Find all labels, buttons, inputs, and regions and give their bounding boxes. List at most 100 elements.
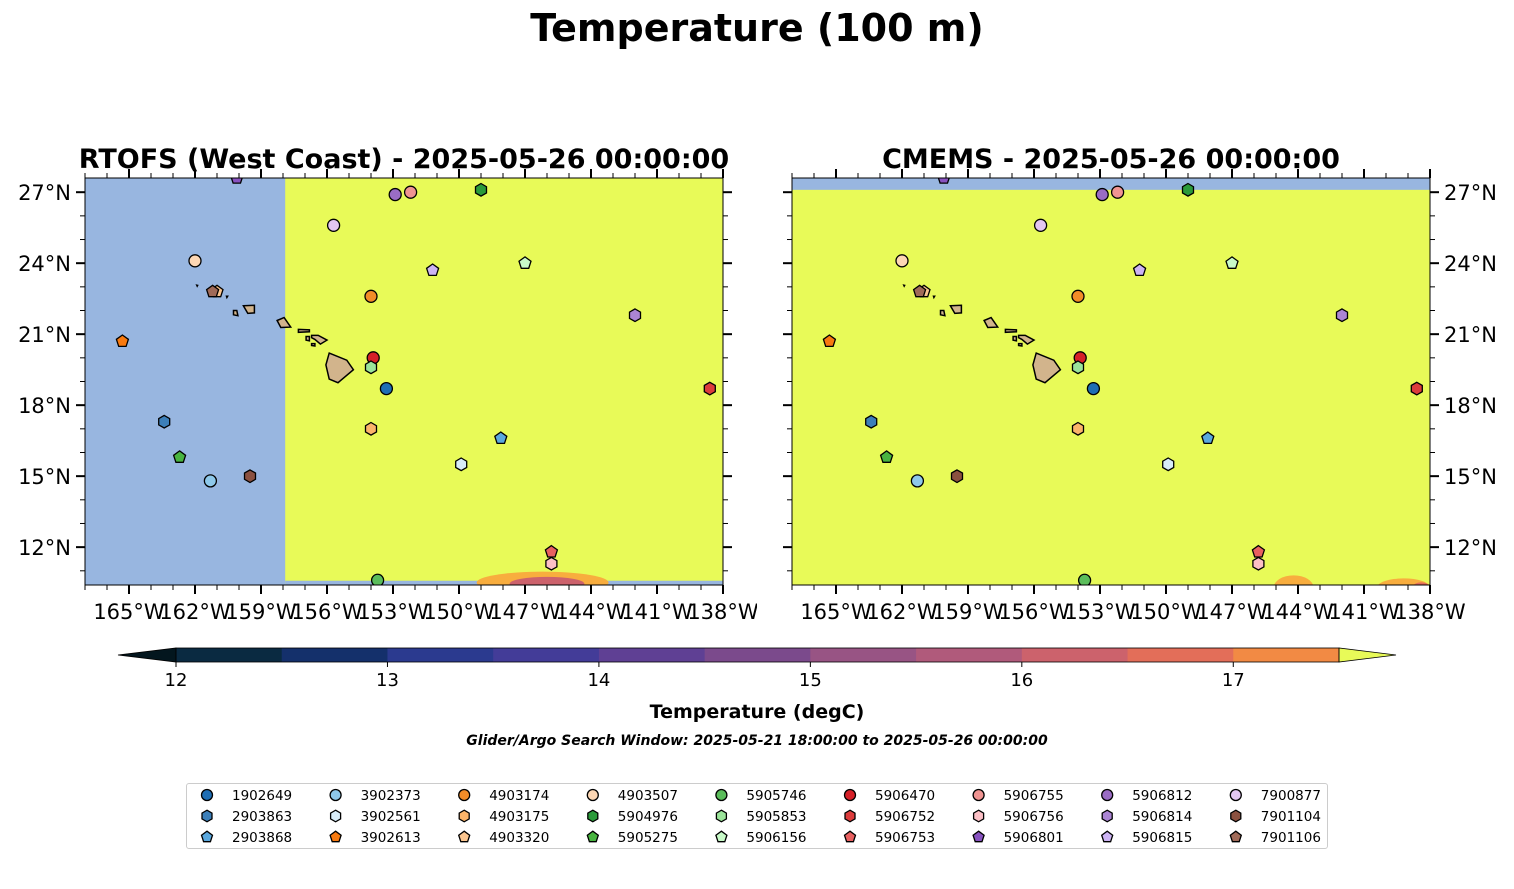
float-marker: 2903868 xyxy=(1201,431,1215,445)
legend-label: 5906814 xyxy=(1132,809,1192,825)
float-marker: 7900877 xyxy=(326,218,341,232)
legend-marker xyxy=(843,830,857,843)
float-marker: 5906156 xyxy=(518,256,532,269)
float-marker: 4903174 xyxy=(364,289,378,303)
float-marker: 4903175 xyxy=(1071,421,1085,436)
warm-patch xyxy=(1378,578,1430,585)
map-area: 1902649390237349031744903507590574659064… xyxy=(792,178,1430,585)
legend-label: 7901104 xyxy=(1261,809,1321,825)
island-landmass xyxy=(1017,334,1036,346)
x-tick-label: 144°W xyxy=(1262,600,1334,624)
temperature-colorbar: 12 13 14 15 16 17 xyxy=(117,647,1397,691)
float-marker: 5905275 xyxy=(879,450,894,463)
legend-label: 5906156 xyxy=(746,830,806,846)
island-landmass xyxy=(325,352,355,384)
x-tick-label: 159°W xyxy=(932,600,1004,624)
colorbar-over-arrow xyxy=(1338,647,1397,663)
float-marker: 3902613 xyxy=(822,334,837,348)
colorbar-segment xyxy=(493,648,600,662)
search-window-note: Glider/Argo Search Window: 2025-05-21 18… xyxy=(466,733,1048,749)
float-marker: 3902373 xyxy=(203,474,218,488)
y-tick-label: 12°N xyxy=(1444,536,1497,560)
legend-marker xyxy=(329,830,342,843)
legend-label: 1902649 xyxy=(232,788,292,804)
island-landmass xyxy=(902,284,906,288)
colorbar-tick-label: 14 xyxy=(587,670,610,691)
legend-marker xyxy=(1100,830,1114,843)
legend-marker xyxy=(843,788,857,802)
island-landmass xyxy=(1012,335,1018,342)
colorbar-segment xyxy=(1127,648,1234,662)
legend-label: 4903174 xyxy=(489,788,549,804)
legend-label: 3902613 xyxy=(361,830,421,846)
float-marker: 5905275 xyxy=(172,450,187,463)
rtofs-map-panel: RTOFS (West Coast) - 2025-05-26 00:00:00… xyxy=(18,144,757,624)
legend-label: 5906753 xyxy=(875,830,935,846)
float-marker: 1902649 xyxy=(379,381,394,396)
island-landmass xyxy=(983,316,1000,329)
float-marker: 5905853 xyxy=(1071,360,1085,375)
float-marker: 5904976 xyxy=(474,182,488,197)
x-tick-label: 153°W xyxy=(357,600,429,624)
y-tick-label: 15°N xyxy=(1444,465,1497,489)
legend-label: 5906812 xyxy=(1132,788,1192,804)
colorbar-segment xyxy=(176,648,283,662)
float-marker: 3902613 xyxy=(115,334,130,348)
x-tick-label: 156°W xyxy=(998,600,1070,624)
panel-title: RTOFS (West Coast) - 2025-05-26 00:00:00 xyxy=(79,144,729,175)
float-marker: 5906756 xyxy=(545,556,558,571)
x-tick-label: 162°W xyxy=(159,600,231,624)
no-data-region xyxy=(85,178,286,585)
x-tick-label: 162°W xyxy=(866,600,938,624)
legend-label: 3902561 xyxy=(361,809,421,825)
y-tick-label: 27°N xyxy=(18,181,71,205)
float-marker: 5906756 xyxy=(1252,556,1265,571)
island-landmass xyxy=(939,309,946,317)
float-marker: 5905746 xyxy=(370,573,385,585)
colorbar-segment xyxy=(916,648,1023,662)
y-tick-label: 27°N xyxy=(1444,181,1497,205)
x-tick-label: 141°W xyxy=(621,600,693,624)
float-marker: 5906753 xyxy=(544,544,559,558)
legend-marker xyxy=(329,809,342,823)
island-landmass xyxy=(1004,328,1018,334)
figure-title: Temperature (100 m) xyxy=(530,6,984,50)
float-marker: 5906752 xyxy=(1410,381,1423,396)
colorbar-under-arrow xyxy=(117,647,177,663)
legend-marker xyxy=(586,788,599,802)
legend-marker xyxy=(1229,830,1243,843)
island-landmass xyxy=(1017,342,1023,347)
float-marker: 5906752 xyxy=(703,381,716,396)
legend-label: 2903863 xyxy=(232,809,292,825)
legend-marker xyxy=(715,788,728,802)
map-area: 1902649390237349031744903507590574659064… xyxy=(85,178,723,585)
warm-patch xyxy=(1413,582,1429,585)
y-tick-label: 21°N xyxy=(18,323,71,347)
y-tick-label: 24°N xyxy=(1444,252,1497,276)
legend-marker xyxy=(972,830,985,843)
float-marker: 5906755 xyxy=(403,185,418,199)
colorbar-tick-label: 12 xyxy=(165,670,188,691)
legend-label: 5906470 xyxy=(875,788,935,804)
colorbar-segment xyxy=(704,648,811,662)
y-tick-label: 18°N xyxy=(1444,394,1497,418)
x-tick-label: 150°W xyxy=(423,600,495,624)
legend-marker xyxy=(715,809,728,823)
island-landmass xyxy=(932,295,936,300)
colorbar-segment xyxy=(810,648,917,662)
colorbar-segment xyxy=(598,648,706,662)
legend-label: 5906752 xyxy=(875,809,935,825)
float-marker: 5906753 xyxy=(1251,544,1266,558)
colorbar-segment xyxy=(1233,648,1340,662)
legend-label: 5906755 xyxy=(1004,788,1064,804)
legend-marker xyxy=(457,830,471,843)
legend-label: 5906756 xyxy=(1004,809,1064,825)
float-marker: 5906814 xyxy=(628,308,642,323)
float-marker: 7901106 xyxy=(205,284,220,298)
x-tick-label: 153°W xyxy=(1064,600,1136,624)
legend-marker xyxy=(844,809,856,823)
y-tick-label: 12°N xyxy=(18,536,71,560)
legend-label: 5906801 xyxy=(1004,830,1064,846)
y-tick-label: 21°N xyxy=(1444,323,1497,347)
legend-marker xyxy=(715,830,728,843)
